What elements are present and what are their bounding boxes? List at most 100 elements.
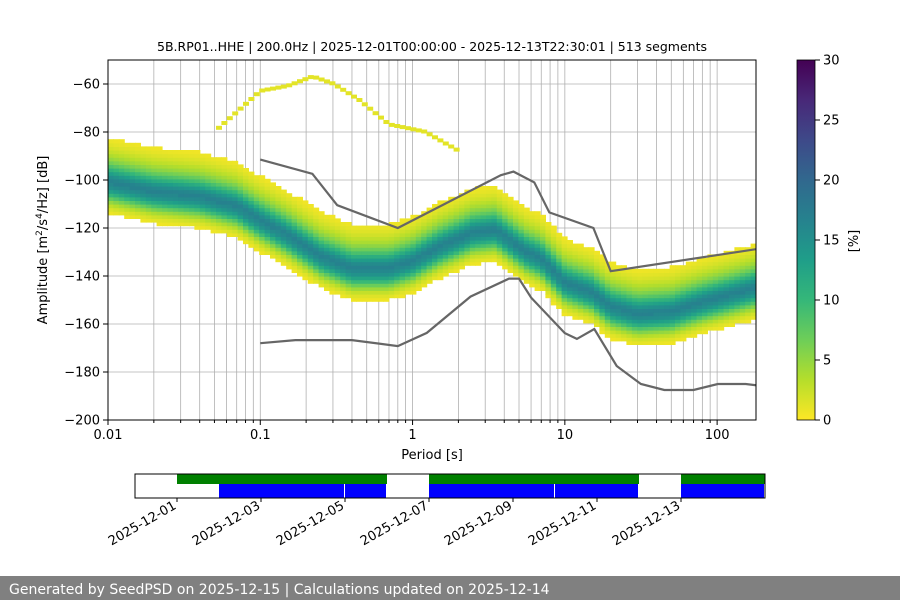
heatmap-cell <box>491 229 498 234</box>
heatmap-cell <box>183 196 190 201</box>
heatmap-cell <box>118 207 125 212</box>
heatmap-cell <box>248 243 255 248</box>
heatmap-cell <box>162 204 168 209</box>
heatmap-cell <box>108 207 114 212</box>
heatmap-cell <box>345 268 352 273</box>
heatmap-cell <box>297 236 303 241</box>
heatmap-cell <box>626 340 633 345</box>
heatmap-cell <box>297 207 303 212</box>
heatmap-cell <box>178 153 185 158</box>
heatmap-cell <box>124 171 131 176</box>
heatmap-cell <box>135 200 141 205</box>
heatmap-cell <box>415 218 422 223</box>
heatmap-cell <box>189 204 195 209</box>
heatmap-cell <box>615 301 622 306</box>
heatmap-cell <box>367 268 374 273</box>
heatmap-cell <box>464 222 471 227</box>
heatmap-cell <box>464 229 471 234</box>
heatmap-cell <box>334 290 341 295</box>
heatmap-cell <box>329 254 336 259</box>
heatmap-cell <box>577 261 584 266</box>
heatmap-cell <box>151 160 158 165</box>
heatmap-cell <box>356 276 363 281</box>
heatmap-cell <box>653 315 660 320</box>
heatmap-cell <box>642 333 649 338</box>
heatmap-cell <box>351 247 357 252</box>
heatmap-cell <box>226 204 233 209</box>
heatmap-cell <box>172 153 179 158</box>
heatmap-cell <box>464 261 471 266</box>
heatmap-cell <box>475 225 482 230</box>
heatmap-cell <box>410 250 417 255</box>
heatmap-cell <box>685 308 692 313</box>
heatmap-cell <box>475 240 482 245</box>
heatmap-cell <box>167 211 174 216</box>
heatmap-cell <box>286 207 293 212</box>
heatmap-cell <box>194 182 201 187</box>
heatmap-cell <box>534 258 541 263</box>
heatmap-cell <box>469 193 476 198</box>
heatmap-cell <box>340 258 347 263</box>
heatmap-cell <box>172 200 179 205</box>
heatmap-cell <box>561 258 568 263</box>
heatmap-cell <box>324 222 330 227</box>
heatmap-cell <box>124 182 131 187</box>
heatmap-cell <box>583 250 590 255</box>
heatmap-cell <box>642 276 649 281</box>
heatmap-cell <box>507 222 514 227</box>
heatmap-cell <box>210 196 217 201</box>
heatmap-cell <box>680 301 687 306</box>
heatmap-cell <box>567 279 573 284</box>
heatmap-cell <box>275 211 282 216</box>
heatmap-cell <box>642 286 649 291</box>
heatmap-cell <box>361 229 368 234</box>
heatmap-cell <box>480 189 487 194</box>
heatmap-cell <box>669 279 676 284</box>
heatmap-cell <box>453 214 460 219</box>
heatmap-cell <box>302 243 309 248</box>
heatmap-cell <box>669 286 676 291</box>
heatmap-cell <box>437 243 444 248</box>
heatmap-cell <box>232 214 239 219</box>
heatmap-cell <box>156 164 163 169</box>
heatmap-cell <box>459 218 465 223</box>
heatmap-cell <box>718 272 725 277</box>
heatmap-cell <box>264 186 271 191</box>
heatmap-cell <box>210 189 217 194</box>
heatmap-cell <box>480 250 487 255</box>
heatmap-cell <box>351 254 357 259</box>
heatmap-cell <box>210 175 217 180</box>
heatmap-cell <box>621 294 627 299</box>
heatmap-cell <box>653 340 660 345</box>
heatmap-cell <box>550 247 557 252</box>
heatmap-cell <box>183 157 190 162</box>
heatmap-cell <box>507 196 514 201</box>
heatmap-cell <box>378 297 384 302</box>
heatmap-cell <box>329 258 336 263</box>
heatmap-cell <box>221 189 228 194</box>
heatmap-cell <box>583 247 590 252</box>
heatmap-cell <box>226 211 233 216</box>
heatmap-cell <box>388 258 395 263</box>
heatmap-cell <box>183 160 190 165</box>
heatmap-cell <box>507 225 514 230</box>
heatmap-cell <box>232 207 239 212</box>
heatmap-cell <box>216 222 222 227</box>
heatmap-cell <box>248 204 255 209</box>
heatmap-cell <box>534 276 541 281</box>
heatmap-cell <box>226 160 233 165</box>
heatmap-cell <box>167 207 174 212</box>
heatmap-cell <box>378 232 384 237</box>
heatmap-cell <box>615 272 622 277</box>
heatmap-cell <box>275 200 282 205</box>
heatmap-cell <box>205 186 212 191</box>
heatmap-cell <box>534 279 541 284</box>
heatmap-cell <box>475 258 482 263</box>
heatmap-cell <box>615 312 622 317</box>
heatmap-cell <box>129 178 136 183</box>
heatmap-cell <box>572 290 579 295</box>
heatmap-cell <box>723 283 730 288</box>
heatmap-cell <box>167 200 174 205</box>
timeline-date-label: 2025-12-11 <box>526 498 599 549</box>
heatmap-cell <box>448 268 455 273</box>
